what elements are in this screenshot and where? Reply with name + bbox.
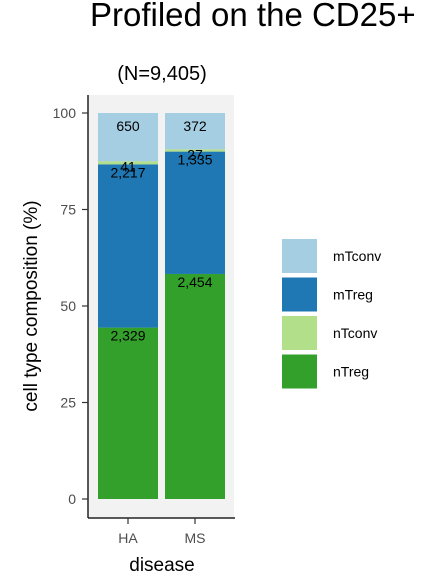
data-label-ntreg-ha: 2,329 (110, 328, 145, 344)
bar-mtreg-ha (98, 164, 158, 328)
legend-swatch-mtreg (282, 277, 317, 312)
bars-group (98, 113, 225, 499)
y-tick-label: 75 (60, 202, 76, 218)
bar-ntconv-ms (165, 149, 225, 152)
y-ticks-group: 0 25 50 75 100 (53, 105, 88, 507)
x-ticks-group: HA MS (118, 518, 206, 546)
y-tick-label: 50 (60, 298, 76, 314)
legend-label-mtconv: mTconv (333, 248, 381, 264)
legend-swatch-ntconv (282, 316, 317, 350)
data-label-mtconv-ha: 650 (116, 118, 140, 134)
legend-label-mtreg: mTreg (333, 287, 373, 303)
data-label-mtreg-ha: 2,217 (110, 164, 145, 180)
data-label-mtreg-ms: 1,335 (177, 152, 212, 168)
data-label-ntreg-ms: 2,454 (177, 274, 212, 290)
legend-swatch-ntreg (282, 354, 317, 389)
bar-ntconv-ha (98, 161, 158, 165)
chart-title: Profiled on the CD25+ (90, 0, 416, 33)
data-label-ntconv-ha: 41 (120, 158, 136, 174)
x-tick-label-ha: HA (118, 530, 138, 546)
chart-subtitle: (N=9,405) (117, 63, 207, 85)
legend-label-ntconv: nTconv (333, 325, 377, 341)
bar-ntreg-ms (165, 273, 225, 499)
data-label-ntconv-ms: 27 (187, 146, 203, 162)
y-axis-title: cell type composition (%) (21, 200, 42, 411)
y-tick-label: 100 (53, 105, 77, 121)
bar-mtconv-ms (165, 113, 225, 150)
bar-ntreg-ha (98, 327, 158, 499)
y-tick-label: 25 (60, 395, 76, 411)
legend: mTconv mTreg nTconv nTreg (282, 239, 381, 389)
bar-mtreg-ms (165, 151, 225, 274)
x-axis-title: disease (129, 555, 195, 576)
bar-mtconv-ha (98, 113, 158, 162)
legend-label-ntreg: nTreg (333, 364, 369, 380)
legend-swatch-mtconv (282, 239, 317, 273)
data-label-mtconv-ms: 372 (183, 118, 207, 134)
x-tick-label-ms: MS (185, 530, 206, 546)
y-tick-label: 0 (68, 491, 76, 507)
